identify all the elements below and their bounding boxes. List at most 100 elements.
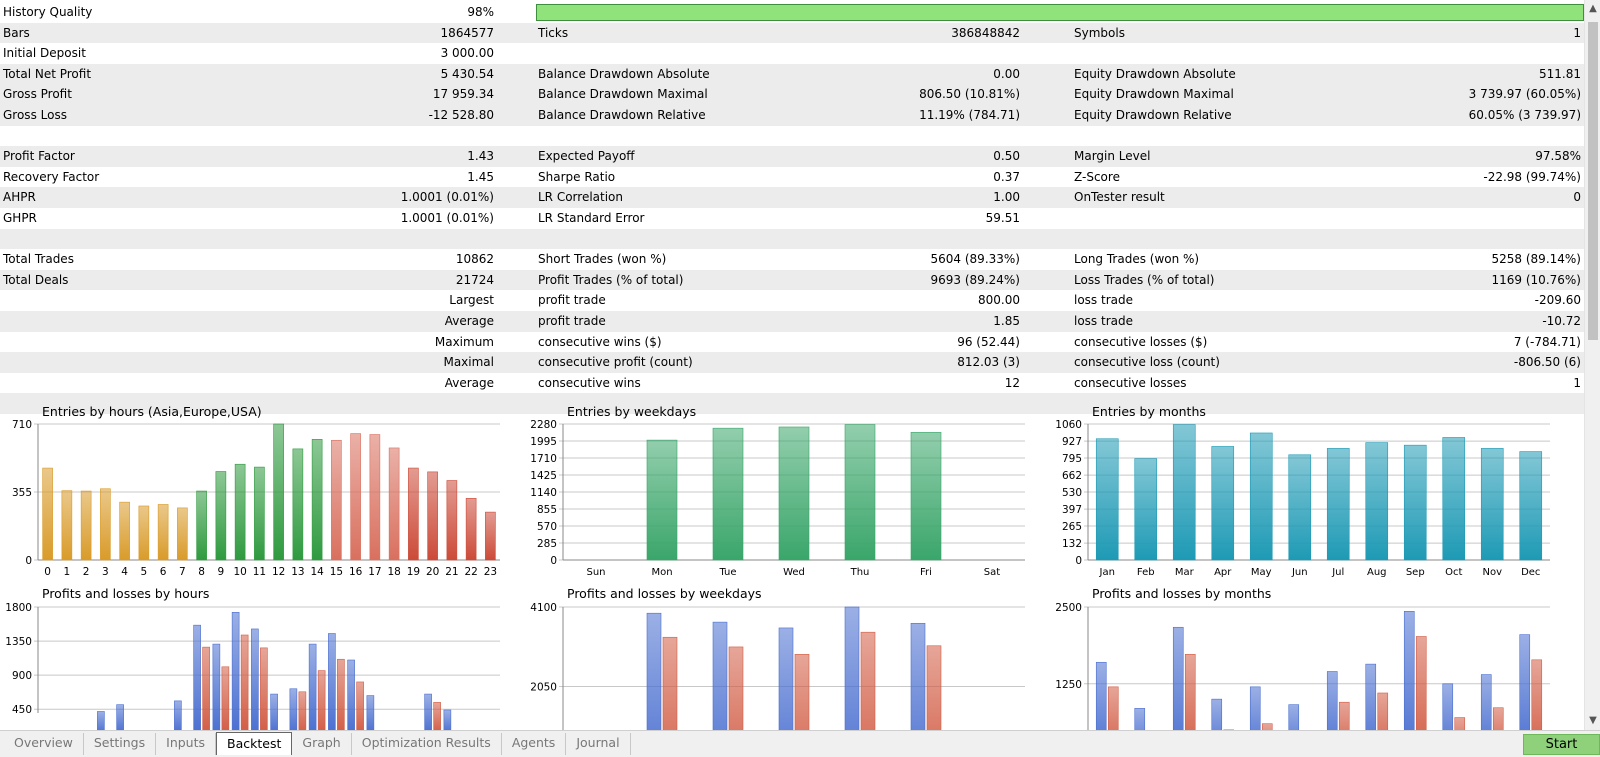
stat-label: consecutive losses ($) bbox=[1074, 334, 1208, 349]
profit-bar bbox=[308, 643, 317, 730]
stats-row: Bars 1864577 Ticks 386848842 Symbols 1 bbox=[0, 22, 1584, 44]
stats-row bbox=[0, 393, 1584, 414]
loss-bar bbox=[337, 658, 345, 730]
profit-bar bbox=[1403, 610, 1415, 730]
stat-label: Bars bbox=[3, 25, 30, 40]
tab-graph[interactable]: Graph bbox=[292, 733, 352, 755]
x-tick-label: Mon bbox=[651, 567, 672, 578]
bar bbox=[215, 471, 227, 561]
history-quality-bar bbox=[536, 4, 1584, 21]
stat-value: 97.58% bbox=[1535, 149, 1581, 164]
profit-bar bbox=[366, 695, 375, 730]
chart-title: Entries by months bbox=[1092, 404, 1206, 419]
x-tick-label: Thu bbox=[850, 567, 870, 578]
bar bbox=[331, 439, 342, 561]
stat-value: 806.50 (10.81%) bbox=[919, 87, 1020, 102]
profit-bar bbox=[1326, 671, 1338, 730]
profit-bar bbox=[116, 704, 124, 730]
loss-bar bbox=[1531, 659, 1543, 730]
y-tick-label: 1060 bbox=[1055, 419, 1082, 431]
x-tick-label: Wed bbox=[783, 567, 805, 578]
profit-bar bbox=[1249, 686, 1261, 730]
stat-label: Initial Deposit bbox=[3, 46, 86, 61]
stat-label: Expected Payoff bbox=[538, 149, 635, 164]
profit-bar bbox=[1442, 683, 1454, 730]
stat-label: loss trade bbox=[1074, 313, 1133, 328]
stat-value: 1.43 bbox=[467, 149, 494, 164]
bar bbox=[485, 511, 496, 561]
y-tick-label: 1425 bbox=[530, 470, 557, 482]
bar bbox=[1249, 432, 1273, 561]
x-tick-label: 17 bbox=[368, 566, 381, 578]
bar bbox=[778, 426, 810, 561]
loss-bar bbox=[202, 646, 210, 730]
tab-agents[interactable]: Agents bbox=[502, 733, 567, 755]
stat-label: Equity Drawdown Absolute bbox=[1074, 66, 1236, 81]
x-tick-label: 21 bbox=[445, 566, 458, 578]
start-button[interactable]: Start bbox=[1523, 734, 1600, 755]
profit-bar bbox=[193, 624, 201, 730]
loss-bar bbox=[926, 645, 942, 730]
tab-journal[interactable]: Journal bbox=[566, 733, 631, 755]
tester-tab-bar: Overview Settings Inputs Backtest Graph Optim… bbox=[0, 730, 1600, 757]
vertical-scrollbar[interactable]: ▲ ▼ bbox=[1584, 0, 1600, 730]
profit-bar bbox=[1095, 661, 1107, 730]
bar bbox=[138, 505, 150, 561]
loss-bar bbox=[1492, 707, 1504, 730]
stat-label: Equity Drawdown Maximal bbox=[1074, 87, 1234, 102]
y-tick-label: 530 bbox=[1062, 487, 1082, 499]
stat-label: Recovery Factor bbox=[3, 169, 100, 184]
pl-by-hours-chart: Profits and losses by hours 1800 1350 900 4… bbox=[0, 586, 520, 730]
stats-row: Total Net Profit 5 430.54 Balance Drawdown… bbox=[0, 63, 1584, 85]
scrollbar-thumb[interactable] bbox=[1588, 22, 1598, 340]
x-tick-label: 0 bbox=[44, 566, 51, 578]
tab-backtest[interactable]: Backtest bbox=[216, 732, 293, 755]
profit-bar bbox=[1365, 663, 1377, 730]
x-tick-label: Sep bbox=[1406, 567, 1425, 578]
loss-bar bbox=[433, 702, 441, 730]
entries-by-months-chart: Entries by months 1060 927 795 662 530 397 265… bbox=[1050, 404, 1584, 580]
y-tick-label: 1250 bbox=[1055, 679, 1082, 691]
stat-value: 1.0001 (0.01%) bbox=[400, 210, 494, 225]
y-tick-label: 1350 bbox=[5, 636, 32, 648]
stat-value: -209.60 bbox=[1534, 293, 1581, 308]
y-tick-label: 1995 bbox=[530, 436, 557, 448]
x-tick-label: Tue bbox=[718, 567, 736, 578]
y-tick-label: 450 bbox=[12, 704, 32, 716]
profit-bar bbox=[910, 622, 926, 730]
y-tick-label: 2500 bbox=[1055, 602, 1082, 614]
y-tick-label: 855 bbox=[537, 504, 557, 516]
stats-row: Gross Loss -12 528.80 Balance Drawdown Rel… bbox=[0, 104, 1584, 126]
loss-bar bbox=[317, 670, 326, 730]
stat-value: 7 (-784.71) bbox=[1513, 334, 1581, 349]
bar bbox=[292, 448, 304, 561]
loss-bar bbox=[860, 631, 876, 730]
x-tick-label: 22 bbox=[464, 566, 477, 578]
tab-optimization-results[interactable]: Optimization Results bbox=[352, 733, 502, 755]
chevron-down-icon[interactable]: ▼ bbox=[1589, 715, 1597, 726]
chevron-up-icon[interactable]: ▲ bbox=[1589, 3, 1597, 14]
bar bbox=[100, 488, 111, 561]
stat-label: profit trade bbox=[538, 313, 606, 328]
tab-overview[interactable]: Overview bbox=[4, 733, 84, 755]
profit-bar bbox=[844, 606, 860, 730]
stats-row: Largest profit trade 800.00 loss trade -209.… bbox=[0, 290, 1584, 311]
loss-bar bbox=[1454, 717, 1466, 730]
loss-bar bbox=[662, 636, 678, 730]
profit-bar bbox=[270, 693, 278, 730]
y-tick-label: 2050 bbox=[530, 682, 557, 694]
y-tick-label: 900 bbox=[12, 670, 32, 682]
stats-row: Total Trades 10862 Short Trades (won %) 560… bbox=[0, 249, 1584, 270]
bar bbox=[427, 471, 438, 561]
y-tick-label: 1710 bbox=[530, 453, 557, 465]
x-tick-label: 5 bbox=[141, 566, 148, 578]
x-tick-label: Sun bbox=[586, 567, 605, 578]
stat-value: -10.72 bbox=[1542, 313, 1581, 328]
bar bbox=[177, 507, 188, 561]
x-tick-label: Jun bbox=[1291, 567, 1308, 578]
tab-settings[interactable]: Settings bbox=[84, 733, 157, 755]
tab-inputs[interactable]: Inputs bbox=[156, 733, 217, 755]
x-tick-label: 2 bbox=[83, 566, 90, 578]
x-tick-label: 7 bbox=[179, 566, 186, 578]
